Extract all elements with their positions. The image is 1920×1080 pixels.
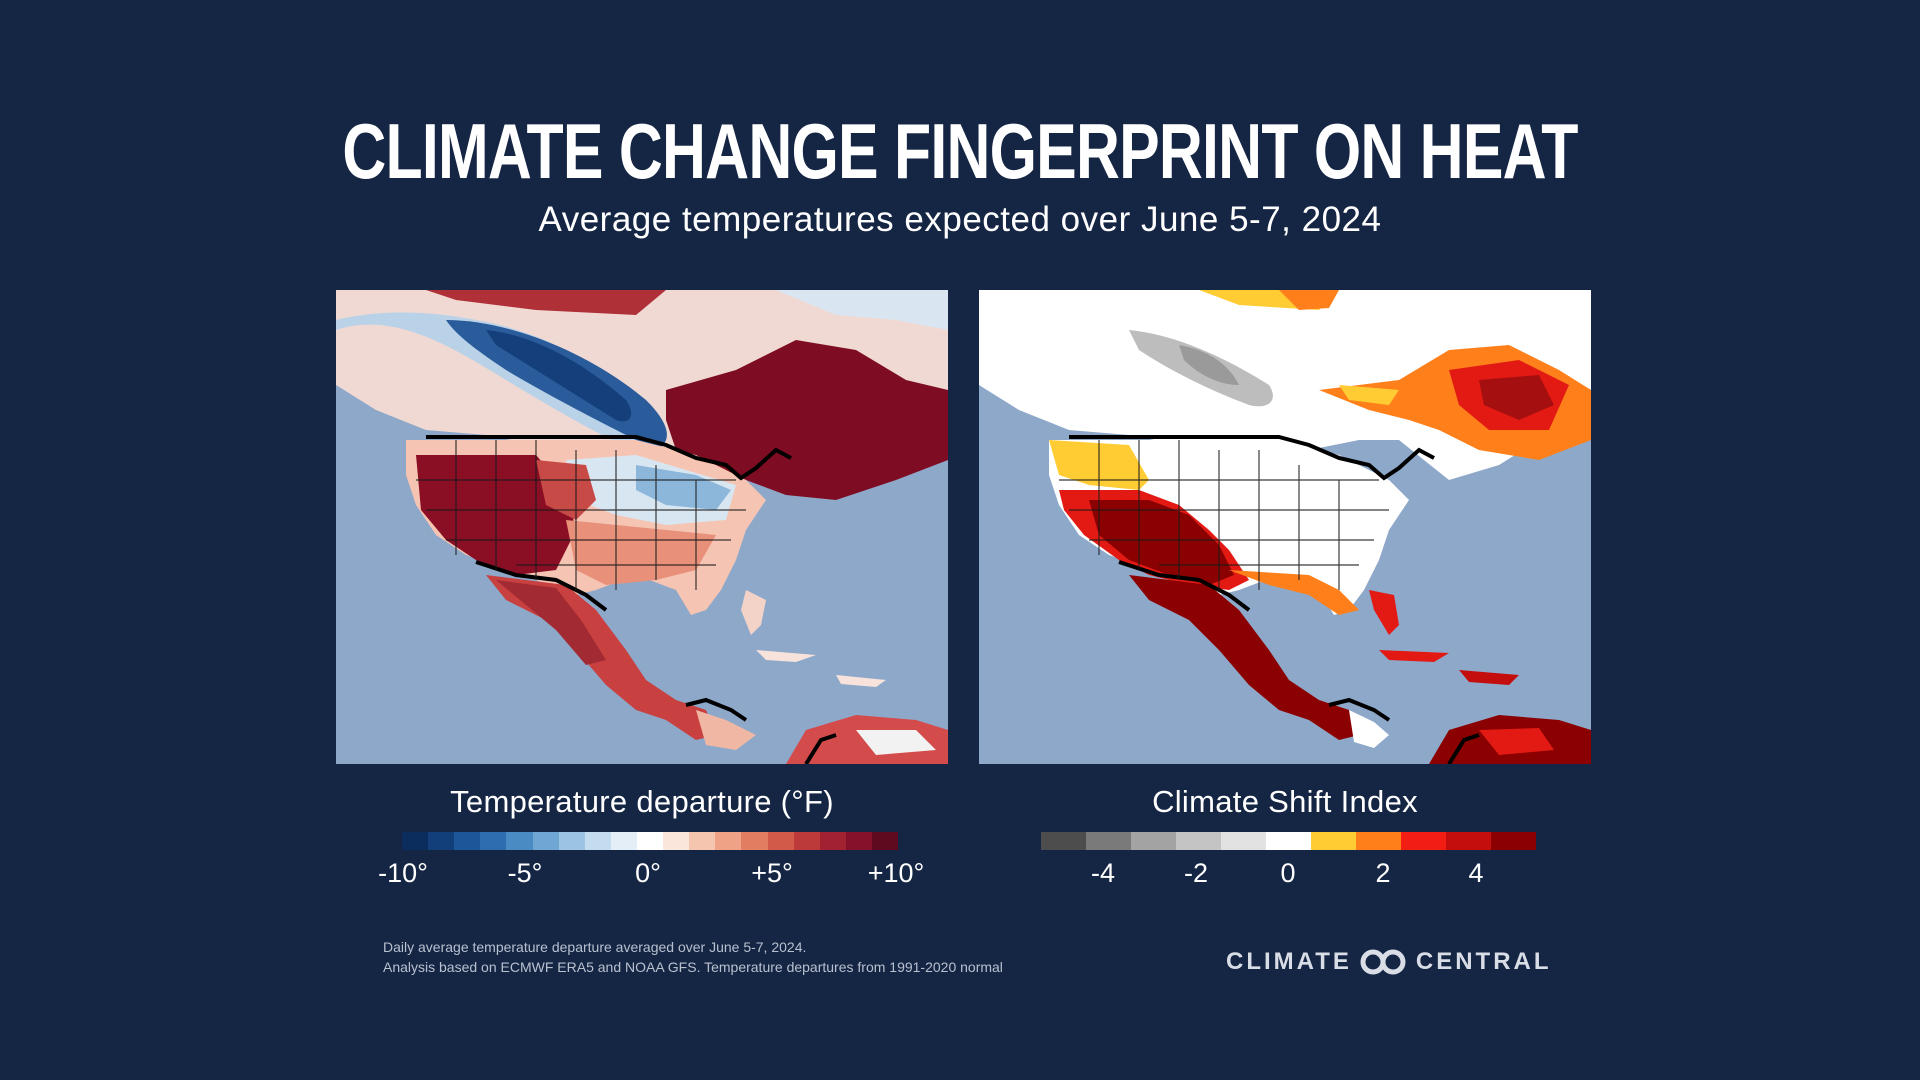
csi-tick: 0 <box>1280 858 1296 888</box>
scale-swatch <box>767 832 794 850</box>
scale-swatch <box>845 832 872 850</box>
scale-swatch <box>1041 832 1086 850</box>
scale-swatch <box>689 832 716 850</box>
scale-swatch <box>402 832 429 850</box>
scale-swatch <box>715 832 742 850</box>
scale-swatch <box>1221 832 1266 850</box>
page-title: Climate Change Fingerprint on Heat <box>342 107 1578 195</box>
scale-swatch <box>1176 832 1221 850</box>
temperature-color-scale <box>402 832 899 850</box>
scale-swatch <box>1491 832 1536 850</box>
scale-swatch <box>558 832 585 850</box>
scale-swatch <box>480 832 507 850</box>
scale-swatch <box>871 832 899 850</box>
scale-swatch <box>819 832 846 850</box>
scale-swatch <box>506 832 533 850</box>
scale-swatch <box>741 832 768 850</box>
logo-text-left: CLIMATE <box>1226 948 1352 975</box>
temperature-departure-map <box>336 290 948 764</box>
page-subtitle: Average temperatures expected over June … <box>538 200 1382 239</box>
scale-swatch <box>1086 832 1131 850</box>
scale-swatch <box>584 832 611 850</box>
csi-tick: 2 <box>1375 858 1391 888</box>
scale-swatch <box>663 832 690 850</box>
footnote-line: Analysis based on ECMWF ERA5 and NOAA GF… <box>383 959 1003 975</box>
temperature-tick: +10° <box>867 858 925 888</box>
csi-tick: -2 <box>1183 858 1208 888</box>
temperature-tick: 0° <box>635 858 661 888</box>
temperature-legend-title: Temperature departure (°F) <box>450 784 834 819</box>
footnote: Daily average temperature departure aver… <box>383 937 1003 977</box>
scale-swatch <box>1446 832 1491 850</box>
scale-swatch <box>1311 832 1356 850</box>
scale-swatch <box>454 832 481 850</box>
logo-text-right: CENTRAL <box>1415 948 1552 975</box>
scale-swatch <box>428 832 455 850</box>
temperature-tick: -5° <box>507 858 543 888</box>
scale-swatch <box>1266 832 1311 850</box>
csi-color-scale <box>1041 832 1536 850</box>
scale-swatch <box>610 832 637 850</box>
temperature-tick: +5° <box>751 858 793 888</box>
scale-swatch <box>1356 832 1401 850</box>
scale-swatch <box>636 832 664 850</box>
scale-swatch <box>1401 832 1446 850</box>
scale-swatch <box>1131 832 1176 850</box>
csi-tick: 4 <box>1468 858 1484 888</box>
scale-swatch <box>532 832 559 850</box>
csi-legend-title: Climate Shift Index <box>1152 784 1418 819</box>
scale-swatch <box>793 832 820 850</box>
climate-central-logo: CLIMATE CENTRAL <box>1226 948 1552 976</box>
logo-mark-icon <box>1360 949 1406 975</box>
temperature-tick: -10° <box>378 858 428 888</box>
climate-shift-index-map <box>979 290 1591 764</box>
footnote-line: Daily average temperature departure aver… <box>383 939 807 955</box>
csi-tick: -4 <box>1090 858 1115 888</box>
